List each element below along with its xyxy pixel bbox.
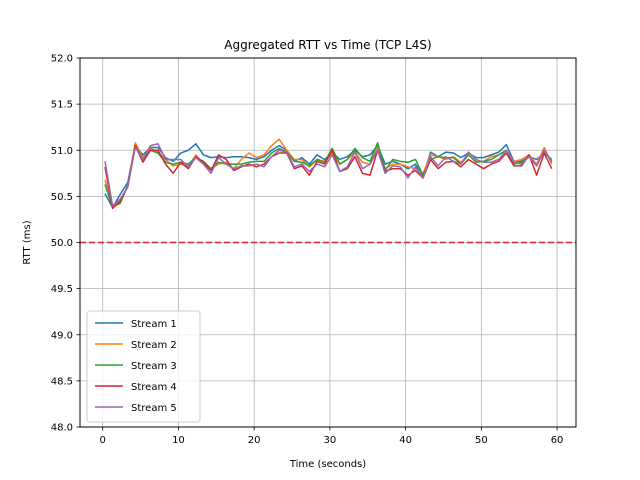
x-tick-label: 50 <box>475 435 488 446</box>
y-tick-label: 51.0 <box>51 146 73 157</box>
chart-title: Aggregated RTT vs Time (TCP L4S) <box>224 38 431 52</box>
legend-label-5: Stream 5 <box>131 403 177 414</box>
x-tick-label: 10 <box>172 435 185 446</box>
x-tick-label: 30 <box>324 435 337 446</box>
legend-label-3: Stream 3 <box>131 361 177 372</box>
legend-label-2: Stream 2 <box>131 340 177 351</box>
x-tick-label: 20 <box>248 435 261 446</box>
y-axis-ticks: 48.0 48.5 49.0 49.5 50.0 50.5 51.0 51.5 52.0 <box>51 54 80 434</box>
series-line-4 <box>104 144 553 210</box>
series-line-5 <box>104 143 553 207</box>
y-tick-label: 50.0 <box>51 238 73 249</box>
y-axis-label: RTT (ms) <box>22 220 33 264</box>
series-line-3 <box>104 142 553 209</box>
y-tick-label: 51.5 <box>51 100 73 111</box>
x-tick-label: 0 <box>100 435 106 446</box>
x-axis-ticks: 0 10 20 30 40 50 60 <box>100 427 564 446</box>
legend-box <box>86 310 201 423</box>
y-tick-label: 52.0 <box>51 54 73 65</box>
legend-label-4: Stream 4 <box>131 382 177 393</box>
x-axis-label: Time (seconds) <box>289 459 366 470</box>
x-tick-label: 40 <box>399 435 412 446</box>
y-tick-label: 48.5 <box>51 376 73 387</box>
y-tick-label: 50.5 <box>51 192 73 203</box>
legend-label-1: Stream 1 <box>131 319 177 330</box>
x-tick-label: 60 <box>551 435 564 446</box>
y-tick-label: 49.0 <box>51 330 73 341</box>
y-tick-label: 48.0 <box>51 423 73 434</box>
series-layer <box>104 138 553 210</box>
legend: Stream 1 Stream 2 Stream 3 Stream 4 Stream 5 <box>86 310 201 423</box>
y-tick-label: 49.5 <box>51 284 73 295</box>
